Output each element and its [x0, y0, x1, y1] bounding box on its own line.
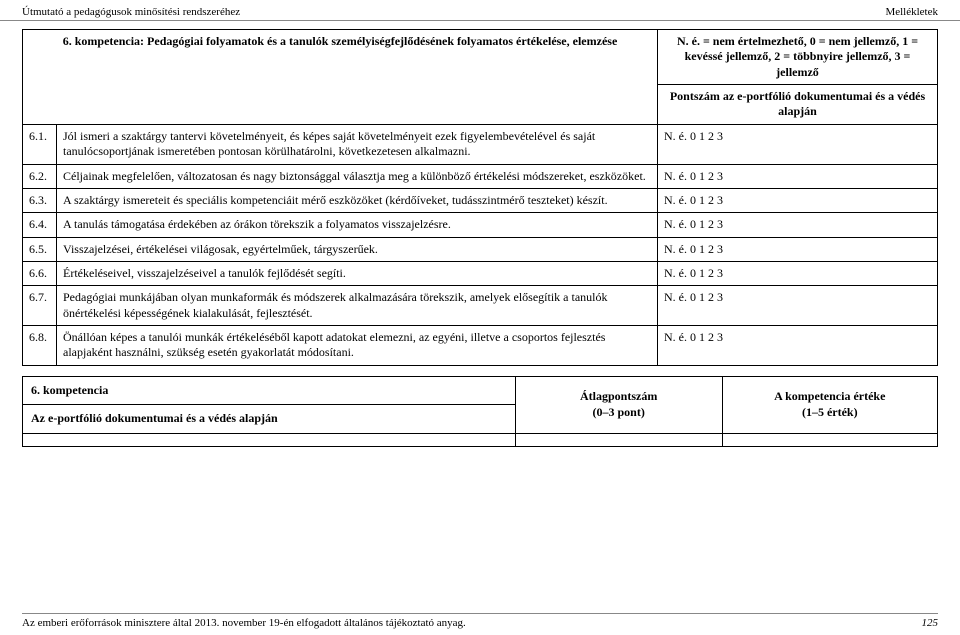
- summary-mid-sub: (0–3 pont): [592, 405, 644, 419]
- page-header: Útmutató a pedagógusok minősítési rendsz…: [0, 0, 960, 21]
- header-cell-left: 6. kompetencia: Pedagógiai folyamatok és…: [23, 30, 658, 125]
- table-row: 6.7. Pedagógiai munkájában olyan munkafo…: [23, 286, 938, 326]
- summary-table: 6. kompetencia Átlagpontszám (0–3 pont) …: [22, 376, 938, 447]
- row-number: 6.8.: [23, 326, 57, 366]
- row-score: N. é. 0 1 2 3: [658, 164, 938, 188]
- table-row: 6.5. Visszajelzései, értékelései világos…: [23, 237, 938, 261]
- summary-empty-right: [722, 433, 937, 446]
- summary-right: A kompetencia értéke (1–5 érték): [722, 376, 937, 433]
- row-text: Visszajelzései, értékelései világosak, e…: [57, 237, 658, 261]
- row-number: 6.1.: [23, 124, 57, 164]
- summary-empty-mid: [515, 433, 722, 446]
- row-score: N. é. 0 1 2 3: [658, 213, 938, 237]
- row-number: 6.5.: [23, 237, 57, 261]
- row-score: N. é. 0 1 2 3: [658, 326, 938, 366]
- summary-right-sub: (1–5 érték): [802, 405, 858, 419]
- content-area: 6. kompetencia: Pedagógiai folyamatok és…: [0, 21, 960, 447]
- table-row: 6.1. Jól ismeri a szaktárgy tantervi köv…: [23, 124, 938, 164]
- row-text: A szaktárgy ismereteit és speciális komp…: [57, 188, 658, 212]
- row-text: Céljainak megfelelően, változatosan és n…: [57, 164, 658, 188]
- summary-right-title: A kompetencia értéke: [774, 389, 885, 403]
- summary-left-bottom: Az e-portfólió dokumentumai és a védés a…: [23, 405, 516, 434]
- row-text: A tanulás támogatása érdekében az órákon…: [57, 213, 658, 237]
- row-score: N. é. 0 1 2 3: [658, 124, 938, 164]
- row-number: 6.4.: [23, 213, 57, 237]
- table-row: 6.8. Önállóan képes a tanulói munkák ért…: [23, 326, 938, 366]
- competency-table: 6. kompetencia: Pedagógiai folyamatok és…: [22, 29, 938, 366]
- page-footer: Az emberi erőforrások minisztere által 2…: [22, 613, 938, 629]
- row-number: 6.2.: [23, 164, 57, 188]
- row-text: Pedagógiai munkájában olyan munkaformák …: [57, 286, 658, 326]
- footer-page-number: 125: [922, 617, 939, 629]
- summary-left-top: 6. kompetencia: [23, 376, 516, 405]
- header-cell-score-basis: Pontszám az e-portfólió dokumentumai és …: [658, 85, 938, 125]
- row-number: 6.3.: [23, 188, 57, 212]
- header-left: Útmutató a pedagógusok minősítési rendsz…: [22, 6, 240, 18]
- footer-left: Az emberi erőforrások minisztere által 2…: [22, 617, 466, 629]
- summary-header-row: 6. kompetencia Átlagpontszám (0–3 pont) …: [23, 376, 938, 405]
- row-score: N. é. 0 1 2 3: [658, 237, 938, 261]
- row-score: N. é. 0 1 2 3: [658, 261, 938, 285]
- row-text: Jól ismeri a szaktárgy tantervi követelm…: [57, 124, 658, 164]
- row-score: N. é. 0 1 2 3: [658, 286, 938, 326]
- summary-mid-title: Átlagpontszám: [580, 389, 657, 403]
- row-number: 6.7.: [23, 286, 57, 326]
- table-row: 6.6. Értékeléseivel, visszajelzéseivel a…: [23, 261, 938, 285]
- table-row: 6.3. A szaktárgy ismereteit és speciális…: [23, 188, 938, 212]
- table-row: 6.4. A tanulás támogatása érdekében az ó…: [23, 213, 938, 237]
- table-row: 6.2. Céljainak megfelelően, változatosan…: [23, 164, 938, 188]
- row-text: Önállóan képes a tanulói munkák értékelé…: [57, 326, 658, 366]
- row-text: Értékeléseivel, visszajelzéseivel a tanu…: [57, 261, 658, 285]
- row-score: N. é. 0 1 2 3: [658, 188, 938, 212]
- row-number: 6.6.: [23, 261, 57, 285]
- summary-empty-left: [23, 433, 516, 446]
- table-header-row: 6. kompetencia: Pedagógiai folyamatok és…: [23, 30, 938, 85]
- header-right: Mellékletek: [885, 6, 938, 18]
- summary-mid: Átlagpontszám (0–3 pont): [515, 376, 722, 433]
- summary-empty-row: [23, 433, 938, 446]
- header-cell-legend: N. é. = nem értelmezhető, 0 = nem jellem…: [658, 30, 938, 85]
